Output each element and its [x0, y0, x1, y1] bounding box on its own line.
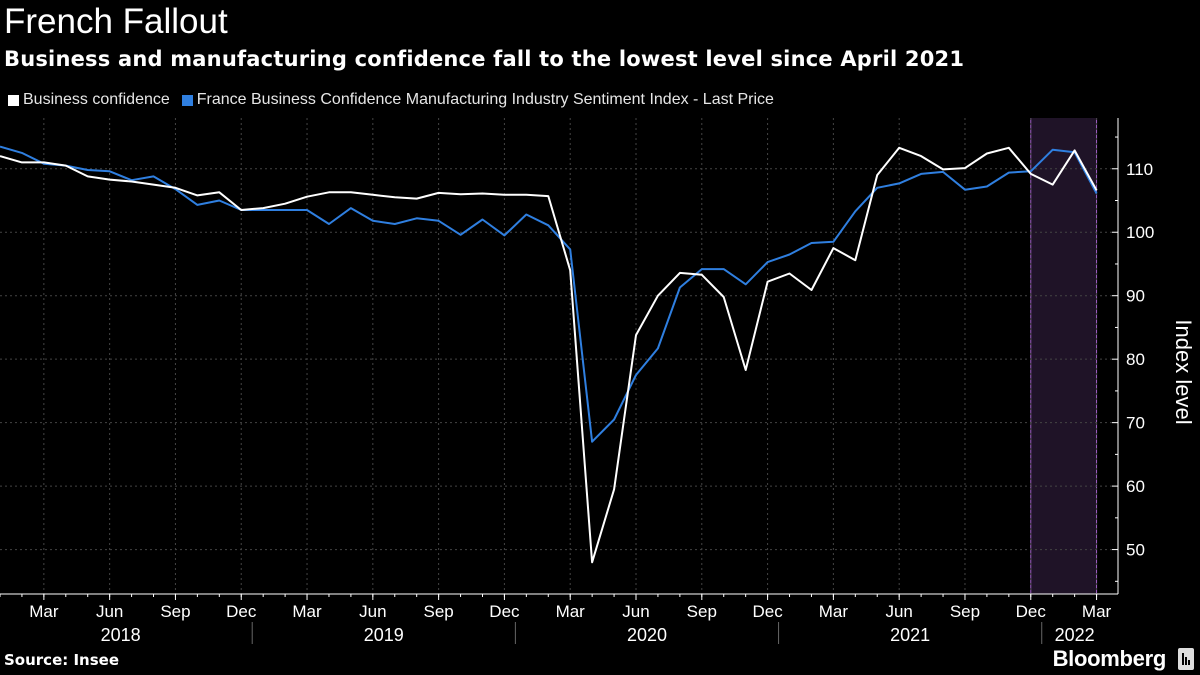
y-axis-title: Index level [1171, 319, 1196, 424]
y-tick-label: 100 [1126, 223, 1154, 242]
highlight-region [1030, 118, 1097, 594]
x-tick-label: Dec [1016, 602, 1047, 621]
y-tick-label: 90 [1126, 287, 1145, 306]
legend: Business confidence France Business Conf… [8, 90, 774, 110]
legend-item-business: Business confidence [8, 90, 170, 110]
legend-swatch-manufacturing [181, 94, 193, 106]
x-tick-label: Mar [819, 602, 849, 621]
x-tick-label: Sep [423, 602, 453, 621]
series-line-business [0, 146, 1098, 564]
x-tick-label: Dec [752, 602, 783, 621]
x-tick-label: Mar [556, 602, 586, 621]
bloomberg-badge-icon [1178, 648, 1194, 670]
legend-swatch-business [8, 94, 19, 106]
year-label: 2019 [364, 625, 404, 645]
x-tick-label: Mar [292, 602, 322, 621]
year-label: 2020 [627, 625, 667, 645]
legend-label-business: Business confidence [23, 91, 170, 108]
x-tick-label: Mar [1082, 602, 1112, 621]
y-tick-label: 80 [1126, 350, 1145, 369]
x-tick-label: Jun [622, 602, 649, 621]
x-tick-label: Sep [950, 602, 980, 621]
y-tick-label: 70 [1126, 414, 1145, 433]
y-tick-label: 50 [1126, 541, 1145, 560]
x-tick-label: Mar [29, 602, 59, 621]
x-tick-label: Dec [489, 602, 520, 621]
x-tick-label: Sep [687, 602, 717, 621]
source-note: Source: Insee [4, 651, 120, 669]
y-tick-label: 60 [1126, 477, 1145, 496]
bloomberg-logo: Bloomberg [1052, 646, 1167, 671]
x-tick-label: Sep [160, 602, 190, 621]
x-tick-label: Jun [359, 602, 386, 621]
y-tick-label: 110 [1126, 160, 1153, 179]
legend-label-manufacturing: France Business Confidence Manufacturing… [196, 91, 774, 108]
series-line-manufacturing [0, 145, 1098, 443]
year-label: 2018 [101, 625, 141, 645]
x-tick-label: Dec [226, 602, 257, 621]
legend-item-manufacturing: France Business Confidence Manufacturing… [181, 90, 774, 110]
x-tick-label: Jun [96, 602, 123, 621]
year-label: 2022 [1055, 625, 1095, 645]
chart-title: French Fallout [4, 2, 228, 41]
x-tick-label: Jun [885, 602, 912, 621]
chart-subtitle: Business and manufacturing confidence fa… [4, 47, 965, 71]
year-label: 2021 [890, 625, 930, 645]
